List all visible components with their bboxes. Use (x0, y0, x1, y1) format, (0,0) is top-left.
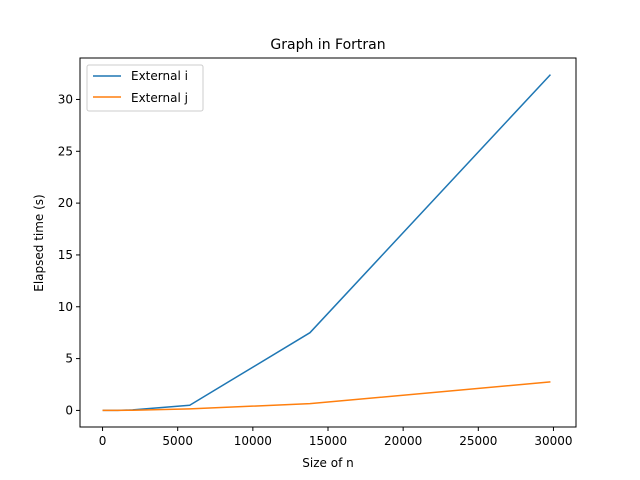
x-axis-ticks: 0 5000 10000 15000 20000 25000 30000 (99, 427, 573, 448)
x-tick-label: 15000 (309, 434, 347, 448)
y-axis-ticks: 0 5 10 15 20 25 30 (58, 92, 80, 417)
x-tick-label: 5000 (162, 434, 193, 448)
y-tick-label: 25 (58, 144, 73, 158)
y-tick-label: 5 (65, 352, 73, 366)
x-tick-label: 30000 (534, 434, 572, 448)
y-tick-label: 15 (58, 248, 73, 262)
y-axis-label: Elapsed time (s) (32, 194, 46, 292)
y-tick-label: 0 (65, 403, 73, 417)
legend-label-external-i: External i (131, 69, 188, 83)
y-tick-label: 10 (58, 300, 73, 314)
x-tick-label: 20000 (384, 434, 422, 448)
y-tick-label: 20 (58, 196, 73, 210)
chart-title: Graph in Fortran (270, 37, 385, 53)
x-tick-label: 10000 (234, 434, 272, 448)
plot-lines (102, 74, 551, 412)
x-tick-label: 0 (99, 434, 107, 448)
x-axis-label: Size of n (302, 456, 353, 470)
legend: External i External j (86, 64, 204, 112)
legend-label-external-j: External j (131, 91, 188, 105)
series-line-external-j (102, 381, 551, 412)
x-tick-label: 25000 (459, 434, 497, 448)
y-tick-label: 30 (58, 92, 73, 106)
